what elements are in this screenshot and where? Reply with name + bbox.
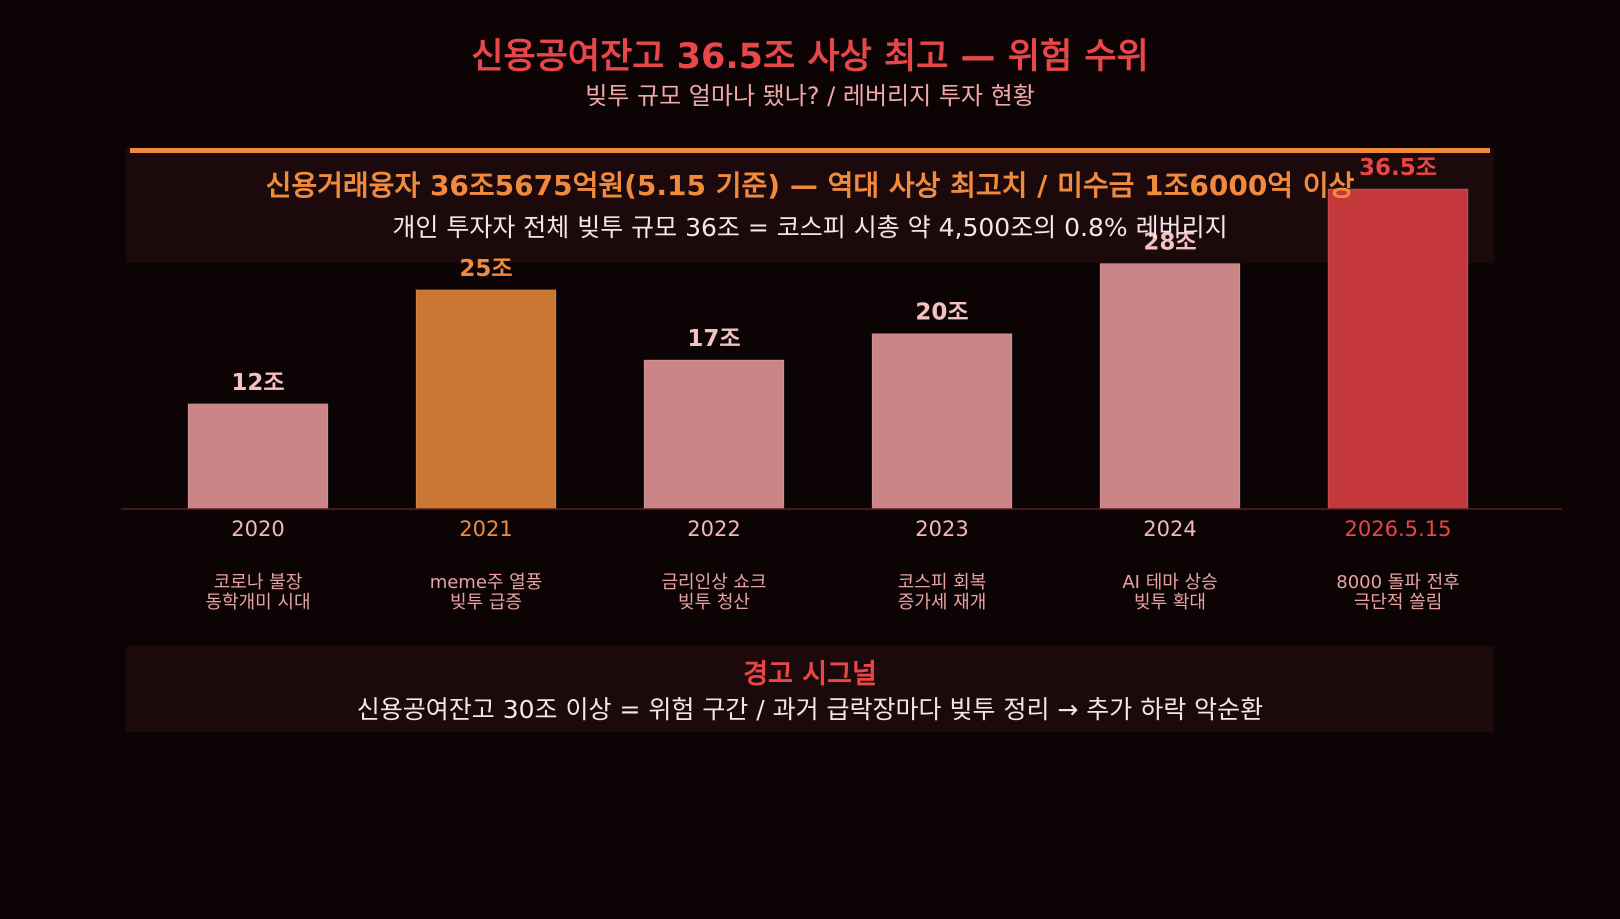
warning-text: 신용공여잔고 30조 이상 = 위험 구간 / 과거 급락장마다 빚투 정리 →… — [356, 695, 1264, 724]
bar — [1327, 188, 1469, 510]
category-label: 2020 — [231, 517, 284, 541]
category-label: 2024 — [1143, 517, 1196, 541]
category-description: 극단적 쏠림 — [1354, 592, 1443, 613]
category-description: 동학개미 시대 — [205, 592, 310, 613]
info-detail: 개인 투자자 전체 빚투 규모 36조 = 코스피 시총 약 4,500조의 0… — [392, 213, 1228, 242]
chart-subtitle: 빚투 규모 얼마나 됐나? / 레버리지 투자 현황 — [585, 82, 1035, 110]
bar — [643, 359, 785, 510]
bar-value-label: 20조 — [915, 300, 968, 326]
info-box — [126, 148, 1494, 263]
bar — [871, 333, 1013, 510]
bar-value-label: 28조 — [1143, 230, 1196, 256]
category-description: 빚투 급증 — [450, 592, 522, 613]
category-label: 2023 — [915, 517, 968, 541]
category-description: 코로나 불장 — [214, 572, 303, 593]
bar-value-label: 25조 — [459, 256, 512, 282]
bar-value-label: 17조 — [687, 326, 740, 352]
warning-title: 경고 시그널 — [743, 659, 877, 690]
category-description: 증가세 재개 — [898, 592, 987, 613]
category-label: 2026.5.15 — [1345, 517, 1452, 541]
category-label: 2021 — [459, 517, 512, 541]
category-description: AI 테마 상승 — [1122, 572, 1217, 593]
warning-box — [126, 646, 1494, 732]
category-description: 코스피 회복 — [898, 572, 987, 593]
bar — [187, 403, 329, 510]
category-description: 8000 돌파 전후 — [1336, 572, 1460, 593]
chart-title: 신용공여잔고 36.5조 사상 최고 — 위험 수위 — [471, 37, 1149, 77]
category-description: 빚투 확대 — [1134, 592, 1206, 613]
bar — [415, 289, 557, 510]
category-description: 금리인상 쇼크 — [661, 572, 766, 593]
bar-value-label: 36.5조 — [1359, 155, 1437, 181]
category-description: 빚투 청산 — [678, 592, 750, 613]
info-headline: 신용거래융자 36조5675억원(5.15 기준) — 역대 사상 최고치 / … — [265, 169, 1355, 202]
info-box-accent-bar — [130, 148, 1490, 153]
bar — [1099, 263, 1241, 510]
category-description: meme주 열풍 — [430, 572, 543, 593]
bar-value-label: 12조 — [231, 370, 284, 396]
category-label: 2022 — [687, 517, 740, 541]
